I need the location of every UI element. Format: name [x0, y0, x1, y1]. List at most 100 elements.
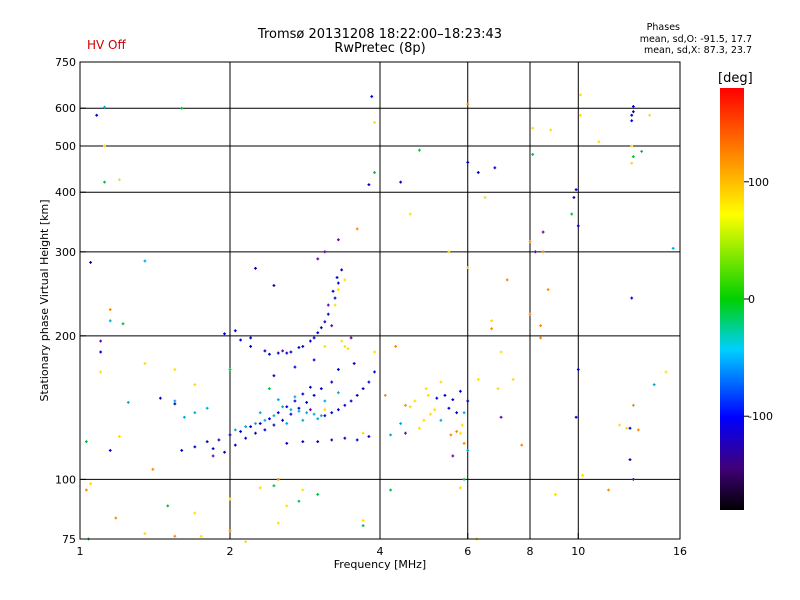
- data-point: [435, 396, 439, 400]
- data-point: [316, 440, 320, 444]
- data-point: [579, 113, 582, 117]
- data-point: [254, 422, 257, 425]
- data-point: [539, 324, 542, 328]
- data-point: [340, 268, 344, 272]
- data-point: [399, 422, 403, 425]
- data-point: [151, 467, 155, 471]
- data-point: [483, 196, 487, 199]
- data-point: [193, 411, 197, 415]
- x-tick-label: 16: [673, 545, 687, 558]
- data-point: [496, 387, 500, 391]
- data-point: [228, 497, 232, 501]
- data-point: [263, 349, 267, 353]
- data-point: [228, 529, 232, 533]
- data-point: [297, 409, 301, 413]
- data-point: [499, 350, 503, 354]
- data-point: [233, 329, 237, 333]
- data-point: [173, 402, 177, 406]
- data-point: [490, 319, 494, 323]
- data-point: [335, 276, 339, 279]
- data-point: [293, 395, 297, 399]
- data-point: [466, 102, 470, 106]
- data-point: [499, 415, 503, 419]
- data-point: [355, 227, 359, 231]
- data-point: [343, 436, 347, 440]
- data-point: [319, 414, 323, 418]
- data-point: [628, 426, 632, 430]
- data-point: [451, 398, 455, 401]
- data-point: [581, 473, 584, 477]
- y-tick-label: 300: [55, 246, 76, 259]
- axes: 1 2 4 6 8 10 16 75 100 200 300 400 500 600 750: [55, 56, 687, 558]
- data-point: [648, 113, 651, 117]
- data-point: [297, 499, 301, 503]
- data-point: [95, 113, 99, 117]
- data-point: [118, 178, 121, 182]
- y-tick-label: 75: [62, 533, 76, 546]
- data-point: [249, 425, 253, 429]
- data-point: [625, 426, 628, 430]
- data-point: [349, 399, 353, 403]
- data-point: [618, 423, 621, 427]
- data-point: [285, 441, 289, 445]
- data-point: [281, 418, 284, 422]
- data-point: [459, 389, 462, 393]
- data-point: [493, 166, 497, 170]
- data-point: [326, 303, 330, 307]
- data-point: [233, 443, 237, 447]
- data-point: [281, 349, 284, 353]
- data-point: [333, 303, 337, 307]
- data-point: [173, 368, 177, 371]
- data-point: [336, 238, 340, 242]
- y-tick-label: 500: [55, 140, 76, 153]
- y-tick-label: 400: [55, 186, 76, 199]
- data-point: [628, 458, 632, 462]
- data-point: [276, 411, 280, 415]
- chart-title-line2: RwPretec (8p): [334, 41, 426, 56]
- data-point: [309, 339, 312, 343]
- data-point: [118, 435, 121, 438]
- data-point: [460, 423, 464, 427]
- data-point: [285, 405, 289, 409]
- data-point: [541, 230, 545, 234]
- x-tick-label: 1: [77, 545, 84, 558]
- data-point: [293, 399, 297, 403]
- data-point: [424, 387, 428, 391]
- data-point: [276, 521, 280, 525]
- data-point: [309, 408, 312, 412]
- data-point: [607, 488, 610, 492]
- data-point: [336, 288, 340, 291]
- data-point: [205, 406, 209, 410]
- data-point: [361, 524, 365, 528]
- colorbar-title: [deg]: [718, 71, 753, 86]
- data-point: [466, 266, 470, 269]
- data-point: [268, 387, 271, 391]
- data-point: [316, 417, 320, 421]
- data-point: [404, 431, 407, 435]
- data-point: [254, 431, 257, 435]
- data-point: [449, 433, 453, 437]
- data-point: [490, 327, 494, 331]
- data-point: [244, 436, 248, 440]
- data-point: [319, 387, 323, 391]
- data-point: [258, 486, 262, 490]
- data-point: [652, 383, 656, 387]
- data-point: [429, 412, 432, 416]
- data-point: [331, 289, 335, 293]
- data-point: [459, 486, 462, 490]
- data-point: [631, 110, 635, 114]
- data-point: [330, 380, 334, 384]
- data-point: [323, 320, 327, 324]
- data-point: [268, 352, 271, 356]
- data-point: [455, 411, 459, 415]
- data-point: [180, 449, 184, 452]
- data-point: [254, 266, 257, 270]
- data-point: [574, 415, 578, 419]
- data-point: [244, 425, 248, 429]
- data-point: [333, 296, 337, 300]
- data-point: [99, 370, 103, 374]
- data-point: [316, 257, 320, 261]
- data-point: [89, 482, 92, 485]
- data-point: [579, 93, 582, 97]
